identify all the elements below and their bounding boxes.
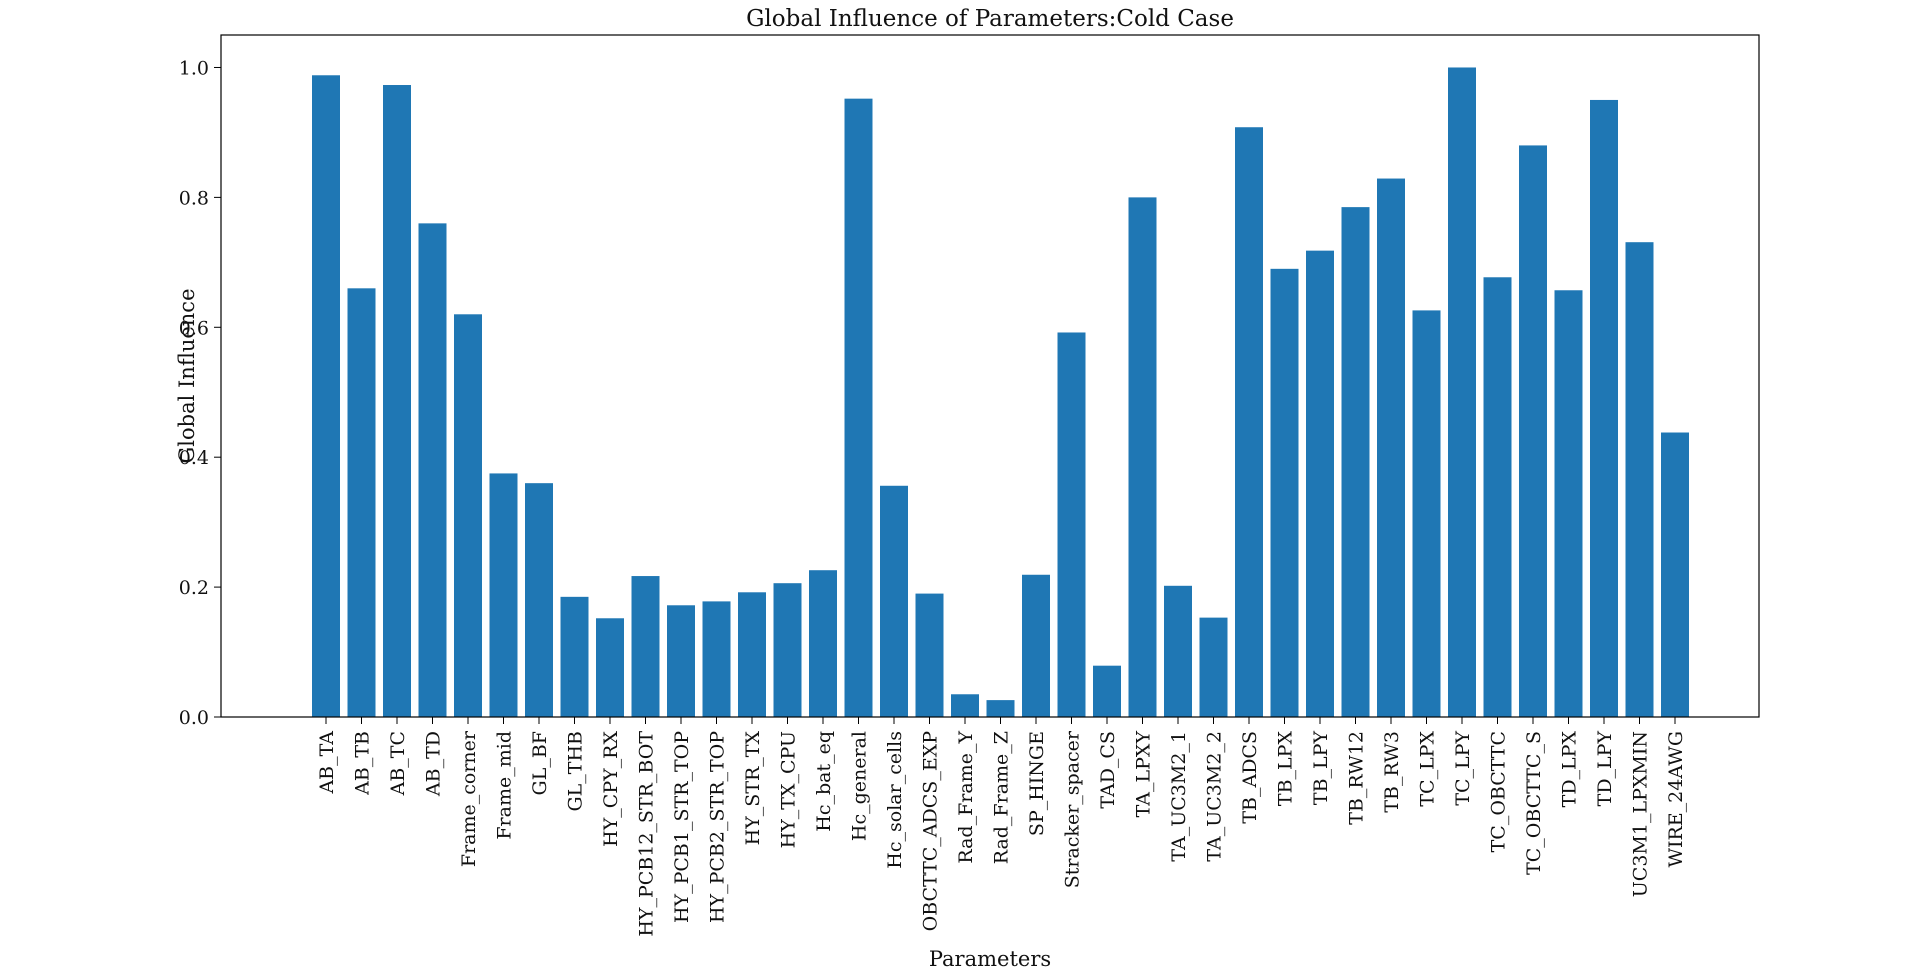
x-tick-label: GL_THB — [565, 731, 587, 812]
bar-HY_PCB1_STR_TOP — [667, 605, 695, 717]
bar-TAD_CS — [1093, 665, 1121, 717]
x-tick-label: Hc_solar_cells — [884, 731, 906, 869]
x-tick-label: HY_CPY_RX — [600, 731, 622, 847]
x-tick-label: Stracker_spacer — [1062, 730, 1084, 888]
x-tick-label: TB_ADCS — [1239, 731, 1261, 824]
x-tick-label: Hc_general — [849, 731, 871, 841]
x-tick-label: GL_BF — [529, 731, 551, 795]
bar-Rad_Frame_Z — [986, 700, 1015, 717]
x-tick-label: TB_LPX — [1275, 731, 1297, 807]
bar-WIRE_24AWG — [1661, 432, 1689, 717]
bar-TC_LPY — [1448, 67, 1476, 717]
bar-Frame_mid — [489, 473, 518, 717]
x-tick-label: TD_LPY — [1594, 731, 1616, 807]
x-tick-label: AB_TB — [352, 731, 374, 796]
bar-HY_CPY_RX — [596, 618, 624, 717]
y-tick-label: 1.0 — [179, 57, 209, 79]
bars-group — [312, 67, 1689, 718]
bar-Hc_general — [844, 98, 873, 718]
x-tick-label: HY_TX_CPU — [778, 731, 800, 848]
bar-UC3M1_LPXMIN — [1625, 242, 1654, 717]
bar-Rad_Frame_Y — [951, 694, 979, 717]
bar-Hc_bat_eq — [809, 570, 837, 717]
bar-HY_STR_TX — [738, 592, 766, 717]
plot-frame — [220, 34, 1760, 718]
bar-TB_RW12 — [1341, 207, 1370, 717]
bar-TD_LPY — [1590, 99, 1618, 717]
x-tick-label: AB_TD — [423, 731, 445, 797]
bar-TB_ADCS — [1235, 127, 1263, 718]
x-axis-label: Parameters — [929, 947, 1051, 971]
bar-TC_OBCTTC — [1483, 277, 1512, 717]
x-tick-label: TD_LPX — [1559, 731, 1581, 808]
x-tick-label: TAD_CS — [1097, 731, 1119, 809]
x-tick-label: TC_OBCTTC — [1488, 731, 1510, 852]
bar-TA_LPXY — [1128, 197, 1157, 717]
x-tick-label: Frame_mid — [494, 731, 516, 840]
x-tick-label: Frame_corner — [458, 730, 480, 867]
y-tick-label: 0.8 — [179, 187, 209, 209]
x-tick-label: TB_LPY — [1310, 731, 1332, 806]
bar-AB_TA — [312, 75, 340, 717]
x-tick-label: TC_LPY — [1452, 731, 1474, 806]
bar-TB_LPX — [1270, 268, 1299, 717]
bar-OBCTTC_ADCS_EXP — [915, 593, 944, 717]
bar-TA_UC3M2_2 — [1199, 617, 1228, 717]
x-tick-label: SP_HINGE — [1026, 731, 1048, 836]
chart-title: Global Influence of Parameters:Cold Case — [746, 6, 1234, 32]
x-tick-label: TC_OBCTTC_S — [1523, 731, 1545, 875]
bar-GL_THB — [560, 596, 589, 717]
bar-Stracker_spacer — [1057, 332, 1086, 717]
x-tick-label: TB_RW3 — [1381, 731, 1403, 813]
y-axis-label: Global Influence — [175, 289, 199, 464]
y-tick-label: 0.6 — [179, 317, 209, 339]
bar-HY_TX_CPU — [773, 583, 802, 717]
x-tick-label: HY_STR_TX — [742, 731, 764, 846]
x-tick-label: Hc_bat_eq — [813, 731, 835, 832]
y-tick-label: 0.0 — [179, 707, 209, 729]
bar-GL_BF — [525, 483, 553, 717]
y-tick-label: 0.4 — [179, 447, 209, 469]
bar-Frame_corner — [454, 314, 482, 717]
bar-AB_TD — [418, 223, 447, 717]
x-tick-label: TA_UC3M2_2 — [1204, 731, 1226, 862]
x-tick-label: WIRE_24AWG — [1665, 731, 1687, 868]
bar-TC_OBCTTC_S — [1519, 145, 1547, 717]
bar-AB_TC — [383, 85, 411, 718]
x-tick-label: TA_LPXY — [1133, 731, 1155, 818]
x-tick-label: AB_TA — [316, 731, 338, 795]
bar-HY_PCB12_STR_BOT — [631, 576, 660, 717]
y-tick-label: 0.2 — [179, 577, 209, 599]
x-axis: AB_TA AB_TB AB_TC AB_TD Frame_corner Frame_mi… — [316, 717, 1687, 937]
x-tick-label: HY_PCB2_STR_TOP — [707, 731, 729, 923]
bar-TA_UC3M2_1 — [1164, 585, 1192, 717]
x-tick-label: HY_PCB12_STR_BOT — [636, 731, 658, 937]
x-tick-label: AB_TC — [387, 731, 409, 796]
bar-TD_LPX — [1554, 290, 1583, 717]
bar-TB_LPY — [1306, 250, 1334, 717]
bar-HY_PCB2_STR_TOP — [702, 601, 731, 717]
x-tick-label: TB_RW12 — [1346, 731, 1368, 825]
x-tick-label: TA_UC3M2_1 — [1168, 731, 1190, 862]
x-tick-label: UC3M1_LPXMIN — [1630, 731, 1652, 897]
x-tick-label: TC_LPX — [1417, 731, 1439, 807]
bar-SP_HINGE — [1022, 574, 1050, 717]
bar-TC_LPX — [1412, 310, 1441, 717]
bar-TB_RW3 — [1377, 178, 1405, 717]
x-tick-label: Rad_Frame_Y — [955, 731, 977, 864]
x-tick-label: HY_PCB1_STR_TOP — [671, 731, 693, 923]
bar-Hc_solar_cells — [880, 485, 908, 717]
x-tick-label: Rad_Frame_Z — [991, 731, 1013, 864]
bar-AB_TB — [347, 288, 376, 717]
x-tick-label: OBCTTC_ADCS_EXP — [920, 731, 942, 932]
y-axis: 0.0 0.2 0.4 0.6 0.8 1.0 — [179, 57, 221, 729]
